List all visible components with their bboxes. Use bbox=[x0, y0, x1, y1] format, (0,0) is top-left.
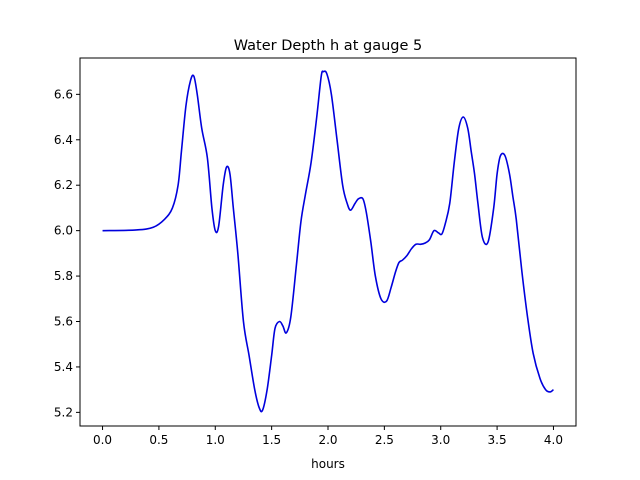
y-tick-label: 6.6 bbox=[54, 87, 73, 101]
y-tick-label: 5.2 bbox=[54, 405, 73, 419]
x-tick-label: 1.0 bbox=[206, 433, 225, 447]
plot-area: 0.0 0.5 1.0 1.5 2.0 2.5 3.0 3.5 4.0 5.2 5.4 5.6 5.8… bbox=[54, 57, 577, 447]
y-tick-label: 5.8 bbox=[54, 269, 73, 283]
series-line bbox=[102, 70, 554, 413]
x-tick-label: 4.0 bbox=[544, 433, 563, 447]
y-tick-label: 5.6 bbox=[54, 315, 73, 329]
y-tick-label: 5.4 bbox=[54, 360, 73, 374]
x-tick-label: 1.5 bbox=[262, 433, 281, 447]
y-tick-label: 6.2 bbox=[54, 178, 73, 192]
axes-frame bbox=[79, 57, 577, 427]
x-tick-label: 2.5 bbox=[375, 433, 394, 447]
x-tick-label: 3.5 bbox=[488, 433, 507, 447]
x-tick-label: 2.0 bbox=[318, 433, 337, 447]
y-tick-label: 6.0 bbox=[54, 224, 73, 238]
y-tick-label: 6.4 bbox=[54, 133, 73, 147]
x-tick-label: 3.0 bbox=[431, 433, 450, 447]
x-axis: 0.0 0.5 1.0 1.5 2.0 2.5 3.0 3.5 4.0 bbox=[93, 426, 563, 447]
series-layer bbox=[102, 70, 554, 413]
x-axis-label: hours bbox=[311, 457, 345, 471]
x-tick-label: 0.0 bbox=[93, 433, 112, 447]
y-axis: 5.2 5.4 5.6 5.8 6.0 6.2 6.4 6.6 bbox=[54, 87, 80, 419]
chart-title: Water Depth h at gauge 5 bbox=[234, 38, 422, 54]
x-tick-label: 0.5 bbox=[149, 433, 168, 447]
